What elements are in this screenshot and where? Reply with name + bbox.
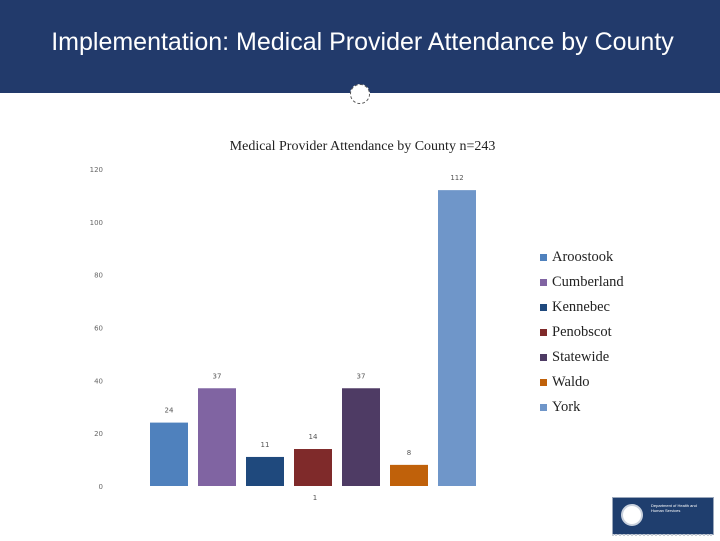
y-tick-label: 0 [99,483,103,491]
legend-label: Cumberland [552,274,624,290]
legend-swatch [540,304,547,311]
y-tick-label: 100 [90,219,103,227]
data-label: 14 [309,433,318,441]
data-label: 8 [407,449,411,457]
x-tick-label: 1 [313,494,317,502]
legend-item: Cumberland [540,274,624,299]
bar-york [438,190,476,486]
legend-swatch [540,404,547,411]
slide-title: Implementation: Medical Provider Attenda… [51,28,674,56]
legend-swatch [540,354,547,361]
legend-swatch [540,379,547,386]
legend-label: Aroostook [552,249,614,265]
data-label: 37 [213,372,222,380]
legend-swatch [540,329,547,336]
bar-cumberland [198,388,236,486]
data-label: 37 [357,372,366,380]
legend-item: Kennebec [540,299,624,324]
legend-item: Statewide [540,349,624,374]
y-tick-label: 60 [94,325,103,333]
title-banner: Implementation: Medical Provider Attenda… [0,0,720,93]
placeholder-circle-icon [350,84,370,104]
y-tick-label: 80 [94,272,103,280]
chart-legend: Aroostook Cumberland Kennebec Penobscot Stat… [540,249,624,424]
legend-label: Waldo [552,374,590,390]
legend-label: York [552,399,581,415]
legend-item: Waldo [540,374,624,399]
data-label: 24 [165,407,174,415]
logo-text: Department of Health and Human Services [651,503,697,513]
bar-kennebec [246,456,284,486]
legend-item: York [540,399,624,424]
legend-label: Statewide [552,349,610,365]
chart-title: Medical Provider Attendance by County n=… [229,139,496,154]
legend-item: Aroostook [540,249,624,274]
legend-label: Penobscot [552,324,612,340]
legend-label: Kennebec [552,299,610,315]
y-tick-label: 40 [94,377,103,385]
y-tick-label: 20 [94,430,103,438]
data-label: 11 [261,441,270,449]
logo-caption [612,534,712,541]
bar-statewide [342,388,380,486]
dhhs-logo: Department of Health and Human Services [612,497,714,535]
state-seal-icon [621,504,643,526]
legend-swatch [540,254,547,261]
bar-penobscot [294,449,332,486]
data-label: 112 [450,174,463,182]
legend-swatch [540,279,547,286]
y-tick-label: 120 [90,166,103,174]
bar-waldo [390,464,428,486]
legend-item: Penobscot [540,324,624,349]
bar-aroostook [150,422,188,486]
